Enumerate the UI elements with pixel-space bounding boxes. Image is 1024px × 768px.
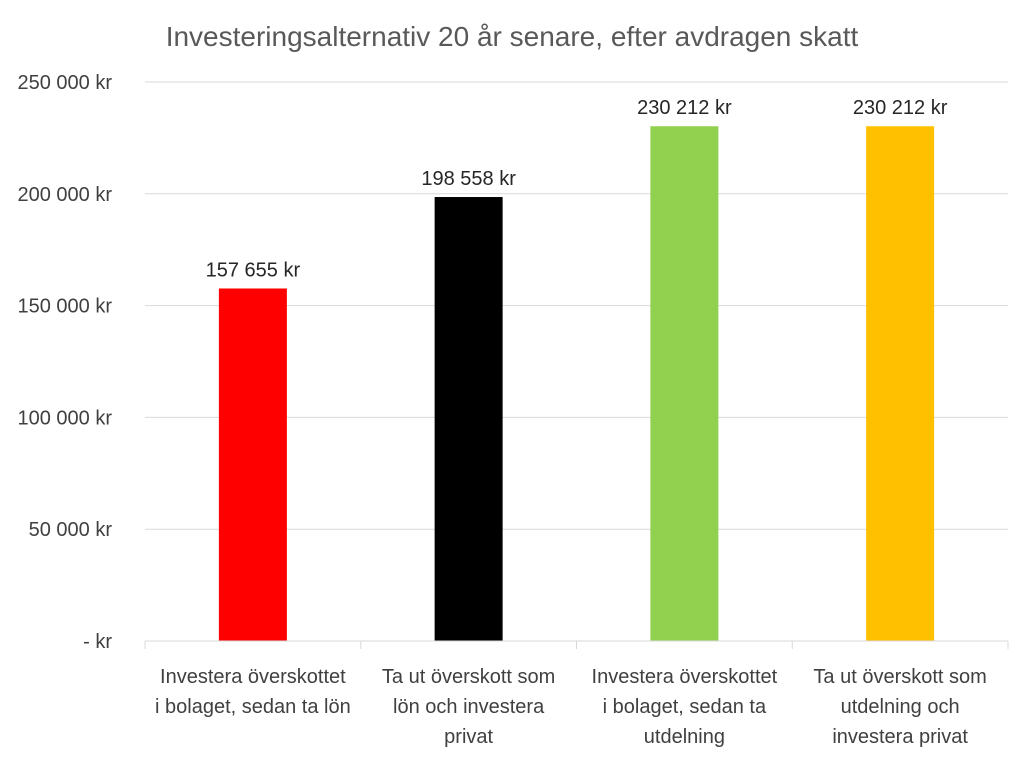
y-tick-label: 250 000 kr	[17, 72, 112, 94]
bar	[218, 288, 287, 641]
data-label: 198 558 kr	[421, 168, 516, 190]
category-label: i bolaget, sedan ta lön	[155, 696, 351, 718]
chart-title: Investeringsalternativ 20 år senare, eft…	[166, 21, 859, 52]
data-labels: 157 655 kr 198 558 kr 230 212 kr 230 212 kr	[206, 97, 948, 281]
category-label: Investera överskottet	[160, 666, 346, 688]
y-tick-label: 200 000 kr	[17, 184, 112, 206]
data-label: 230 212 kr	[853, 97, 948, 119]
bar	[650, 126, 719, 641]
data-label: 157 655 kr	[206, 259, 301, 281]
bars	[218, 126, 935, 642]
category-label: Ta ut överskott som	[382, 666, 555, 688]
data-label: 230 212 kr	[637, 97, 732, 119]
category-label: utdelning och	[841, 696, 960, 718]
x-axis	[144, 640, 1009, 649]
category-label: i bolaget, sedan ta	[603, 696, 767, 718]
y-tick-label: 150 000 kr	[17, 296, 112, 318]
y-tick-label: 100 000 kr	[17, 407, 112, 429]
y-axis-ticks: - kr 50 000 kr 100 000 kr 150 000 kr 200 000…	[17, 72, 112, 653]
category-label: Investera överskottet	[592, 666, 778, 688]
bar	[866, 126, 935, 641]
category-label: utdelning	[644, 726, 725, 748]
category-label: Ta ut överskott som	[813, 666, 986, 688]
category-label: investera privat	[832, 726, 968, 748]
gridlines	[145, 81, 1008, 530]
category-labels: Investera överskottet i bolaget, sedan ta…	[155, 666, 987, 748]
category-label: privat	[444, 726, 493, 748]
category-label: lön och investera	[393, 696, 545, 718]
bar	[434, 197, 503, 642]
y-tick-label: 50 000 kr	[29, 519, 113, 541]
y-tick-label: - kr	[83, 631, 112, 653]
